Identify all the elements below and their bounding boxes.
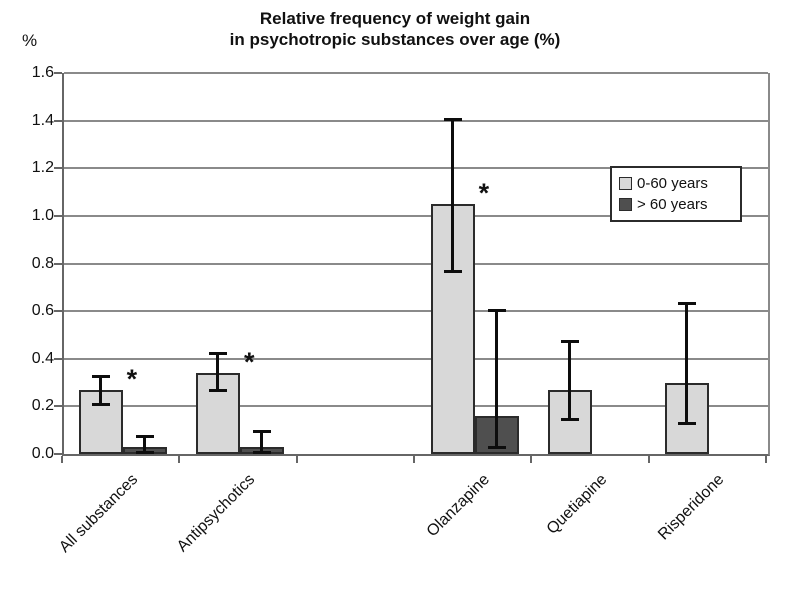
y-axis-tick bbox=[54, 167, 62, 170]
error-bar-cap-top bbox=[209, 351, 227, 355]
error-bar-cap-top bbox=[91, 375, 110, 379]
error-bar-cap-top bbox=[487, 308, 506, 312]
gridline bbox=[64, 72, 768, 74]
error-bar-cap-bottom bbox=[561, 417, 579, 421]
error-bar-stem bbox=[142, 434, 146, 454]
x-axis-tick bbox=[765, 456, 767, 463]
error-bar-cap-bottom bbox=[443, 270, 462, 274]
y-tick-label: 0.6 bbox=[31, 302, 54, 320]
error-bar-stem bbox=[568, 339, 571, 421]
gridline bbox=[64, 310, 768, 313]
error-bar-cap-top bbox=[678, 301, 697, 305]
y-tick-label: 0.0 bbox=[31, 445, 54, 462]
legend-item: > 60 years bbox=[619, 194, 734, 215]
error-bar-cap-bottom bbox=[91, 403, 110, 407]
x-axis-tick bbox=[647, 456, 650, 463]
gridline bbox=[64, 405, 768, 408]
x-category-label: All substances bbox=[55, 471, 141, 556]
error-bar bbox=[561, 339, 579, 421]
gridline bbox=[64, 167, 768, 170]
x-axis-tick bbox=[61, 456, 63, 463]
chart-title-line-2: in psychotropic substances over age (%) bbox=[229, 30, 561, 49]
plot-area: * * * bbox=[62, 72, 770, 456]
y-axis-tick bbox=[54, 453, 62, 455]
y-axis-unit-label: % bbox=[22, 31, 38, 50]
error-bar-cap-bottom bbox=[253, 451, 271, 454]
y-tick-label: 1.0 bbox=[31, 206, 54, 224]
y-axis-tick bbox=[54, 310, 62, 313]
x-category-label: Antipsychotics bbox=[173, 471, 259, 556]
x-axis-tick bbox=[530, 456, 533, 463]
gridline bbox=[64, 357, 768, 360]
error-bar bbox=[487, 308, 506, 450]
legend-label: > 60 years bbox=[637, 196, 708, 213]
x-axis-tick bbox=[178, 456, 181, 463]
y-tick-label: 0.4 bbox=[31, 349, 54, 367]
significance-asterisk: * bbox=[478, 177, 490, 208]
error-bar-cap-bottom bbox=[209, 389, 227, 393]
gridline bbox=[64, 262, 768, 265]
gridline bbox=[64, 119, 768, 122]
legend: 0-60 years > 60 years bbox=[610, 166, 742, 222]
error-bar-cap-bottom bbox=[678, 422, 697, 426]
error-bar bbox=[91, 375, 110, 407]
y-tick-label: 1.4 bbox=[31, 111, 54, 129]
y-axis-tick bbox=[54, 72, 62, 74]
error-bar-cap-top bbox=[253, 430, 271, 434]
significance-asterisk: * bbox=[244, 347, 255, 378]
error-bar bbox=[253, 430, 271, 454]
error-bar-cap-top bbox=[561, 339, 579, 343]
chart-title-line-1: Relative frequency of weight gain bbox=[259, 9, 531, 28]
error-bar-stem bbox=[450, 118, 454, 274]
x-axis-tick bbox=[295, 456, 298, 463]
error-bar bbox=[678, 301, 697, 426]
error-bar bbox=[135, 434, 154, 454]
y-axis-tick bbox=[54, 214, 62, 217]
legend-label: 0-60 years bbox=[637, 175, 708, 192]
legend-item: 0-60 years bbox=[619, 173, 734, 194]
significance-asterisk: * bbox=[126, 363, 138, 394]
x-axis-tick bbox=[413, 456, 415, 463]
error-bar-stem bbox=[685, 301, 689, 426]
error-bar-cap-top bbox=[135, 434, 154, 438]
x-category-label: Olanzapine bbox=[423, 471, 493, 541]
error-bar bbox=[209, 351, 227, 393]
y-axis-tick bbox=[54, 262, 62, 265]
error-bar-stem bbox=[98, 375, 102, 407]
y-axis-tick bbox=[54, 119, 62, 122]
error-bar-stem bbox=[494, 308, 498, 450]
y-tick-label: 1.2 bbox=[31, 159, 54, 177]
chart-title: Relative frequency of weight gain in psy… bbox=[0, 8, 790, 50]
error-bar-stem bbox=[216, 351, 219, 393]
error-bar-cap-bottom bbox=[135, 450, 154, 454]
y-tick-label: 0.2 bbox=[31, 397, 54, 415]
gridline bbox=[64, 214, 768, 217]
y-axis-tick bbox=[54, 405, 62, 408]
x-category-label: Quetiapine bbox=[543, 471, 611, 538]
error-bar-cap-top bbox=[443, 118, 462, 122]
error-bar bbox=[443, 118, 462, 274]
legend-swatch-over-60-years bbox=[619, 198, 632, 211]
error-bar-stem bbox=[260, 430, 263, 454]
legend-swatch-0-60-years bbox=[619, 177, 632, 190]
y-tick-label: 1.6 bbox=[31, 64, 54, 81]
x-category-label: Risperidone bbox=[654, 471, 728, 544]
y-axis-tick bbox=[54, 357, 62, 360]
y-tick-label: 0.8 bbox=[31, 254, 54, 272]
error-bar-cap-bottom bbox=[487, 446, 506, 450]
